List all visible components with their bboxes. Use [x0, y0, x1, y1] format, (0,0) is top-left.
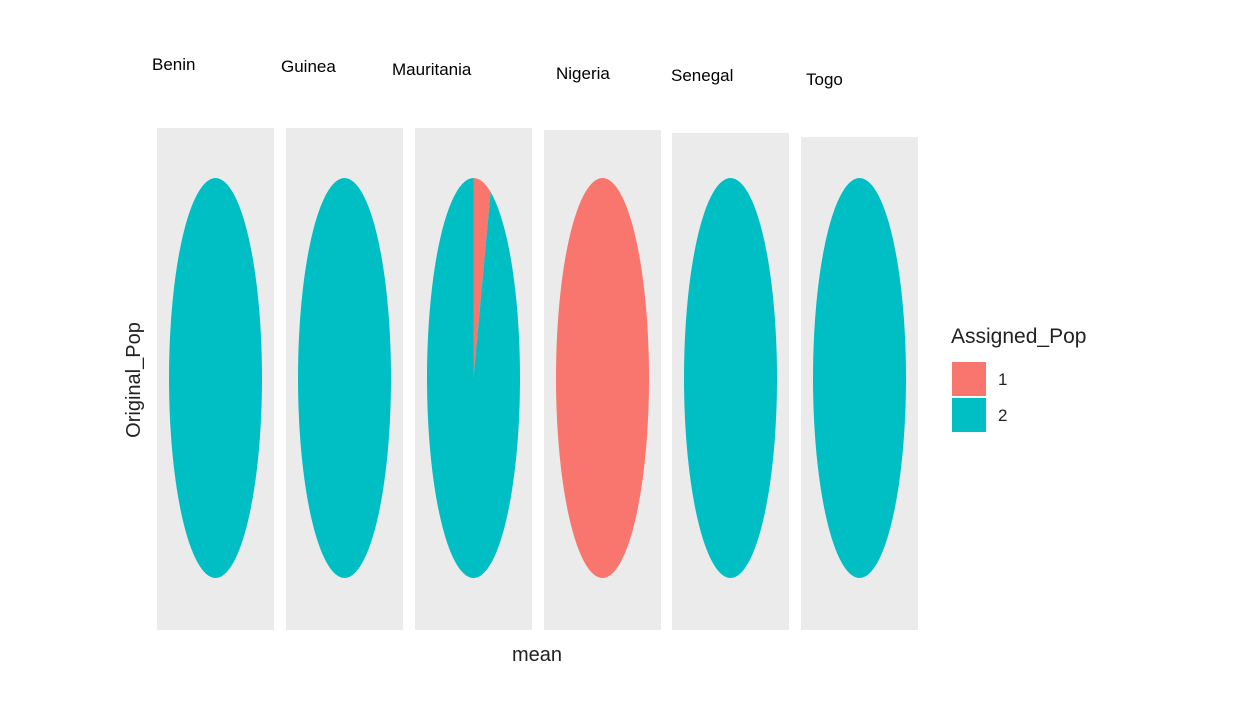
legend-label-2: 2: [998, 406, 1007, 425]
legend-key-2: [952, 398, 986, 432]
x-axis-label: mean: [512, 644, 562, 666]
y-axis-label: Original_Pop: [123, 322, 145, 438]
facet-labels: Benin Guinea Mauritania Nigeria Senegal Togo: [152, 55, 843, 89]
facet-label-mauritania: Mauritania: [392, 60, 472, 79]
facet-panel-mauritania: [415, 128, 532, 630]
facet-label-nigeria: Nigeria: [556, 64, 610, 83]
facet-label-benin: Benin: [152, 55, 195, 74]
facet-label-guinea: Guinea: [281, 57, 336, 76]
facet-label-senegal: Senegal: [671, 66, 733, 85]
facet-panel-benin: [157, 128, 274, 630]
legend-title: Assigned_Pop: [951, 325, 1086, 348]
facet-panel-togo: [801, 137, 918, 630]
legend-key-1: [952, 362, 986, 396]
facet-panel-senegal: [672, 133, 789, 630]
facet-panel-nigeria: [544, 130, 661, 630]
facet-label-togo: Togo: [806, 70, 843, 89]
legend: Assigned_Pop 12: [951, 325, 1086, 432]
facet-panel-guinea: [286, 128, 403, 630]
pie-slice-nigeria-group-1: [556, 178, 649, 578]
pie-slice-guinea-group-2: [298, 178, 391, 578]
pie-slice-senegal-group-2: [684, 178, 777, 578]
pie-slice-mauritania-group-2: [427, 178, 520, 578]
legend-items: 12: [952, 362, 1007, 432]
pie-slice-benin-group-2: [169, 178, 262, 578]
facet-panels: [157, 128, 918, 630]
pie-slice-togo-group-2: [813, 178, 906, 578]
legend-label-1: 1: [998, 370, 1007, 389]
